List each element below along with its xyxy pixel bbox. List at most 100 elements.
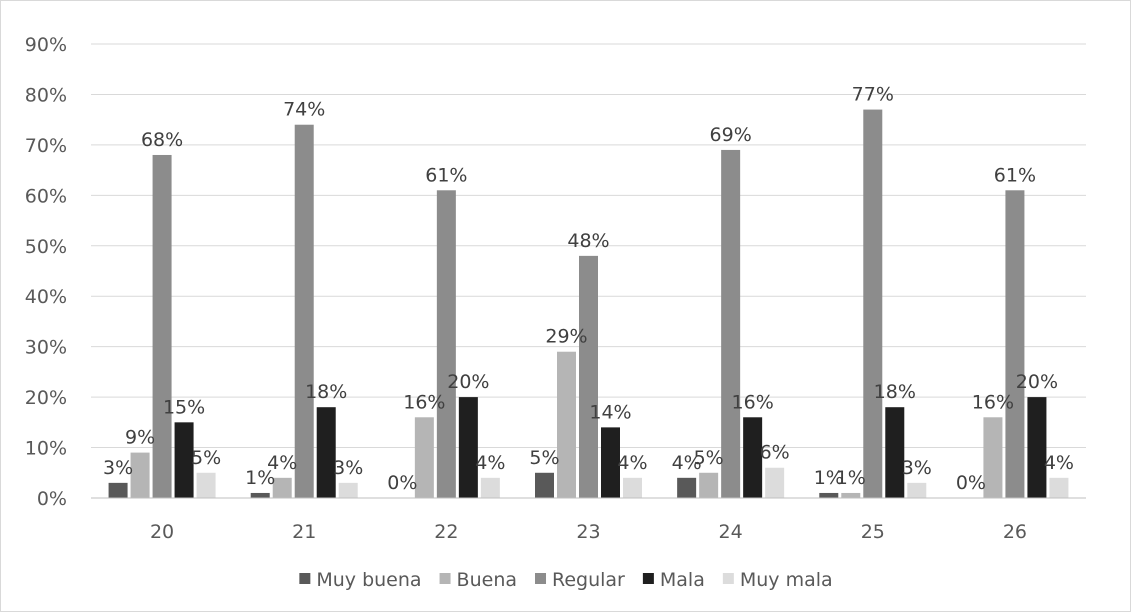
data-label: 3% <box>103 457 133 479</box>
x-tick-label: 20 <box>150 521 174 543</box>
legend-swatch <box>642 573 654 584</box>
bar-regular <box>579 255 598 498</box>
y-axis-ticks: 0% 10% 20% 30% 40% 50% 60% 70% 80% 90% <box>25 34 67 510</box>
bar-buena <box>130 452 150 498</box>
bar-mala <box>743 417 763 498</box>
y-tick-label: 30% <box>25 337 67 359</box>
bars <box>108 109 1069 499</box>
data-label: 48% <box>567 230 609 252</box>
bar-mala <box>174 422 194 498</box>
data-label: 77% <box>852 84 894 106</box>
bar-buena <box>699 472 719 498</box>
y-tick-label: 10% <box>25 438 67 460</box>
x-tick-label: 26 <box>1003 521 1027 543</box>
data-label: 61% <box>994 164 1036 186</box>
data-label: 5% <box>694 447 724 469</box>
y-tick-label: 70% <box>25 135 67 157</box>
data-label: 16% <box>403 391 445 413</box>
data-label: 3% <box>902 457 932 479</box>
data-label: 18% <box>305 381 347 403</box>
bar-muy-mala <box>765 467 785 498</box>
data-label: 14% <box>589 401 631 423</box>
data-label: 5% <box>529 447 559 469</box>
legend-label: Regular <box>552 569 625 591</box>
bar-regular <box>1005 190 1025 499</box>
data-label: 20% <box>1016 371 1058 393</box>
data-label: 61% <box>425 164 467 186</box>
y-tick-label: 80% <box>25 84 67 106</box>
bar-muy-mala <box>907 482 927 498</box>
gridlines <box>91 43 1086 449</box>
bar-muy-mala <box>480 477 500 498</box>
bar-muy-mala <box>623 477 642 498</box>
x-tick-label: 22 <box>434 521 458 543</box>
bar-mala <box>1027 397 1047 498</box>
data-label: 3% <box>333 457 363 479</box>
data-label: 1% <box>836 467 866 489</box>
legend-label: Muy buena <box>316 569 421 591</box>
legend-label: Mala <box>660 569 705 591</box>
bar-regular <box>152 154 172 498</box>
x-tick-label: 21 <box>292 521 316 543</box>
legend-swatch <box>535 573 547 584</box>
bar-muy-mala <box>196 472 216 498</box>
bar-regular <box>721 149 741 498</box>
data-label: 4% <box>267 452 297 474</box>
bar-mala <box>458 397 478 498</box>
data-label: 29% <box>545 326 587 348</box>
bar-regular <box>436 190 456 499</box>
bar-muy-buena <box>108 482 128 498</box>
bar-muy-buena <box>677 477 697 498</box>
data-label: 4% <box>617 452 647 474</box>
data-label: 18% <box>874 381 916 403</box>
data-label: 68% <box>141 129 183 151</box>
bar-regular <box>294 124 314 498</box>
x-tick-label: 23 <box>576 521 600 543</box>
bar-buena <box>557 351 576 498</box>
x-tick-label: 24 <box>719 521 743 543</box>
x-tick-label: 25 <box>861 521 885 543</box>
bar-muy-buena <box>535 472 554 498</box>
bar-buena <box>272 477 292 498</box>
legend-label: Buena <box>457 569 517 591</box>
data-label: 16% <box>732 391 774 413</box>
data-label: 0% <box>956 472 986 494</box>
legend-swatch <box>439 573 451 584</box>
y-tick-label: 40% <box>25 286 67 308</box>
bar-buena <box>841 492 861 498</box>
bar-mala <box>316 407 336 498</box>
data-label: 9% <box>125 427 155 449</box>
legend: Muy buena Buena Regular Mala Muy mala <box>299 569 833 591</box>
data-label: 16% <box>972 391 1014 413</box>
data-label: 74% <box>283 99 325 121</box>
bar-mala <box>885 407 905 498</box>
data-label: 0% <box>387 472 417 494</box>
legend-swatch <box>722 573 734 584</box>
data-label: 1% <box>814 467 844 489</box>
y-tick-label: 20% <box>25 387 67 409</box>
data-label: 20% <box>447 371 489 393</box>
legend-label: Muy mala <box>740 569 833 591</box>
data-label: 69% <box>710 124 752 146</box>
bar-mala <box>601 427 620 498</box>
data-label: 5% <box>191 447 221 469</box>
data-label: 1% <box>245 467 275 489</box>
y-tick-label: 60% <box>25 185 67 207</box>
bar-muy-mala <box>1049 477 1069 498</box>
bar-buena <box>983 417 1003 498</box>
x-axis-ticks: 20 21 22 23 24 25 26 <box>150 521 1027 543</box>
y-tick-label: 0% <box>37 488 67 510</box>
legend-swatch <box>299 573 311 584</box>
data-label: 6% <box>760 442 790 464</box>
y-tick-label: 90% <box>25 34 67 56</box>
y-tick-label: 50% <box>25 236 67 258</box>
data-label: 4% <box>672 452 702 474</box>
data-label: 4% <box>1044 452 1074 474</box>
bar-regular <box>863 109 883 499</box>
data-labels: 3%9%68%15%5%1%4%74%18%3%0%16%61%20%4% 5%2… <box>103 84 1074 494</box>
bar-muy-buena <box>250 492 270 498</box>
data-label: 4% <box>475 452 505 474</box>
bar-buena <box>414 417 434 498</box>
